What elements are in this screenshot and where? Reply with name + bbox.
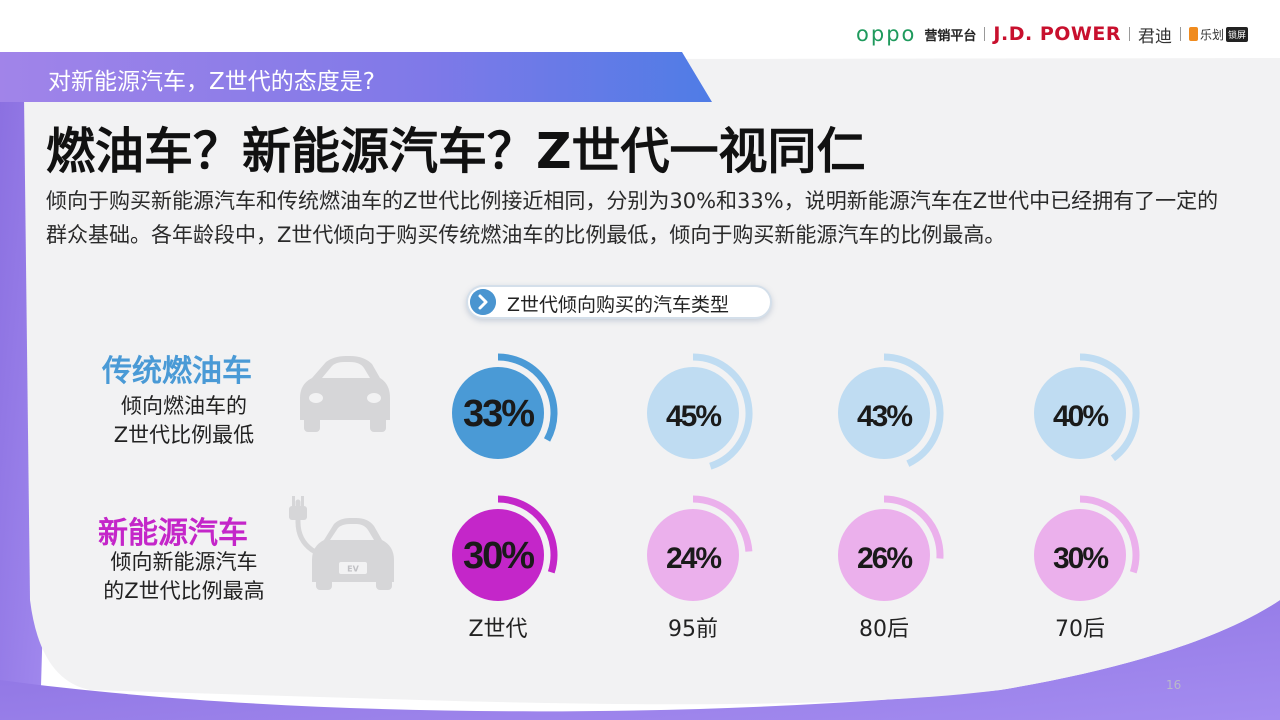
- logo-divider: [1128, 27, 1130, 41]
- donut-arc: [692, 495, 753, 552]
- category-labels: Z世代 95前 80后 70后: [468, 617, 1105, 642]
- donut-disk: [838, 367, 930, 459]
- donut-1-1: 24%: [647, 495, 753, 601]
- page-number: 16: [1166, 678, 1182, 692]
- lehua-name: 乐划: [1199, 27, 1224, 42]
- category-label: Z世代: [468, 617, 527, 642]
- donut-1-3: 30%: [1034, 495, 1140, 601]
- section-pill: [466, 285, 772, 319]
- donut-value-label: 40%: [1053, 400, 1108, 433]
- donut-disk: [1034, 367, 1126, 459]
- lehua-tag: 锁屏: [1225, 26, 1248, 42]
- electric-car-icon: EV: [289, 496, 394, 590]
- row-subtitle-line: 倾向燃油车的: [121, 394, 247, 418]
- donut-1-2: 26%: [838, 495, 944, 601]
- donut-disk: [647, 509, 739, 601]
- donut-0-0: 33%: [452, 353, 558, 459]
- donut-disk: [452, 509, 544, 601]
- row-title-ev: 新能源汽车: [98, 516, 248, 551]
- row-subtitle-fuel-car: 倾向燃油车的 Z世代比例最低: [84, 392, 284, 450]
- oppo-logo: oppo: [856, 22, 917, 46]
- row-subtitle-line: Z世代比例最低: [113, 423, 255, 447]
- donut-0-3: 40%: [1034, 353, 1140, 462]
- donut-value-label: 33%: [463, 393, 534, 435]
- chevron-right-icon: [470, 289, 496, 315]
- donut-1-0: 30%: [452, 495, 558, 601]
- marketing-platform-label: 营销平台: [924, 28, 977, 44]
- donut-0-1: 45%: [647, 353, 753, 470]
- donut-value-label: 30%: [1053, 542, 1108, 575]
- ev-badge: EV: [347, 565, 359, 574]
- donut-0-2: 43%: [838, 353, 944, 467]
- row-subtitle-line: 倾向新能源汽车: [110, 550, 258, 574]
- lehua-logo: 乐划 锁屏: [1188, 26, 1248, 43]
- donut-arc: [1079, 495, 1140, 574]
- donut-arc: [497, 353, 558, 442]
- donut-disk: [452, 367, 544, 459]
- donut-arc: [1079, 353, 1140, 462]
- row-title-fuel-car: 传统燃油车: [102, 354, 252, 389]
- donut-value-label: 45%: [666, 400, 721, 433]
- donut-disk: [838, 509, 930, 601]
- donut-value-label: 30%: [463, 535, 534, 577]
- donut-disk: [1034, 509, 1126, 601]
- category-label: 80后: [859, 617, 909, 642]
- donut-arc: [497, 495, 558, 574]
- donut-series: 33% 45% 43% 40% 30% 24% 26% 30%: [452, 353, 1140, 601]
- row-subtitle-line: 的Z世代比例最高: [103, 579, 265, 603]
- donut-disk: [647, 367, 739, 459]
- category-label: 70后: [1055, 617, 1105, 642]
- section-banner: [0, 52, 712, 102]
- jdpower-logo: J.D. POWER: [993, 23, 1121, 45]
- page-title: 燃油车？新能源汽车？Z世代一视同仁: [46, 123, 866, 180]
- row-subtitle-ev: 倾向新能源汽车 的Z世代比例最高: [74, 548, 294, 606]
- donut-arc: [692, 353, 753, 470]
- lehua-icon: [1188, 27, 1198, 41]
- logo-divider: [1179, 27, 1181, 41]
- banner-question: 对新能源汽车，Z世代的态度是?: [48, 69, 375, 95]
- partner-logos: oppo 营销平台 J.D. POWER 君迪 乐划 锁屏: [856, 22, 1248, 47]
- donut-value-label: 24%: [666, 542, 721, 575]
- page-description: 倾向于购买新能源汽车和传统燃油车的Z世代比例接近相同，分别为30%和33%，说明…: [46, 189, 1219, 247]
- logo-divider: [984, 27, 986, 41]
- donut-arc: [883, 495, 944, 559]
- category-label: 95前: [668, 617, 718, 642]
- car-icon: [300, 356, 390, 432]
- donut-value-label: 43%: [857, 400, 912, 433]
- donut-arc: [883, 353, 944, 467]
- donut-value-label: 26%: [857, 542, 912, 575]
- section-pill-label: Z世代倾向购买的汽车类型: [507, 294, 730, 316]
- jundi-logo: 君迪: [1137, 26, 1172, 47]
